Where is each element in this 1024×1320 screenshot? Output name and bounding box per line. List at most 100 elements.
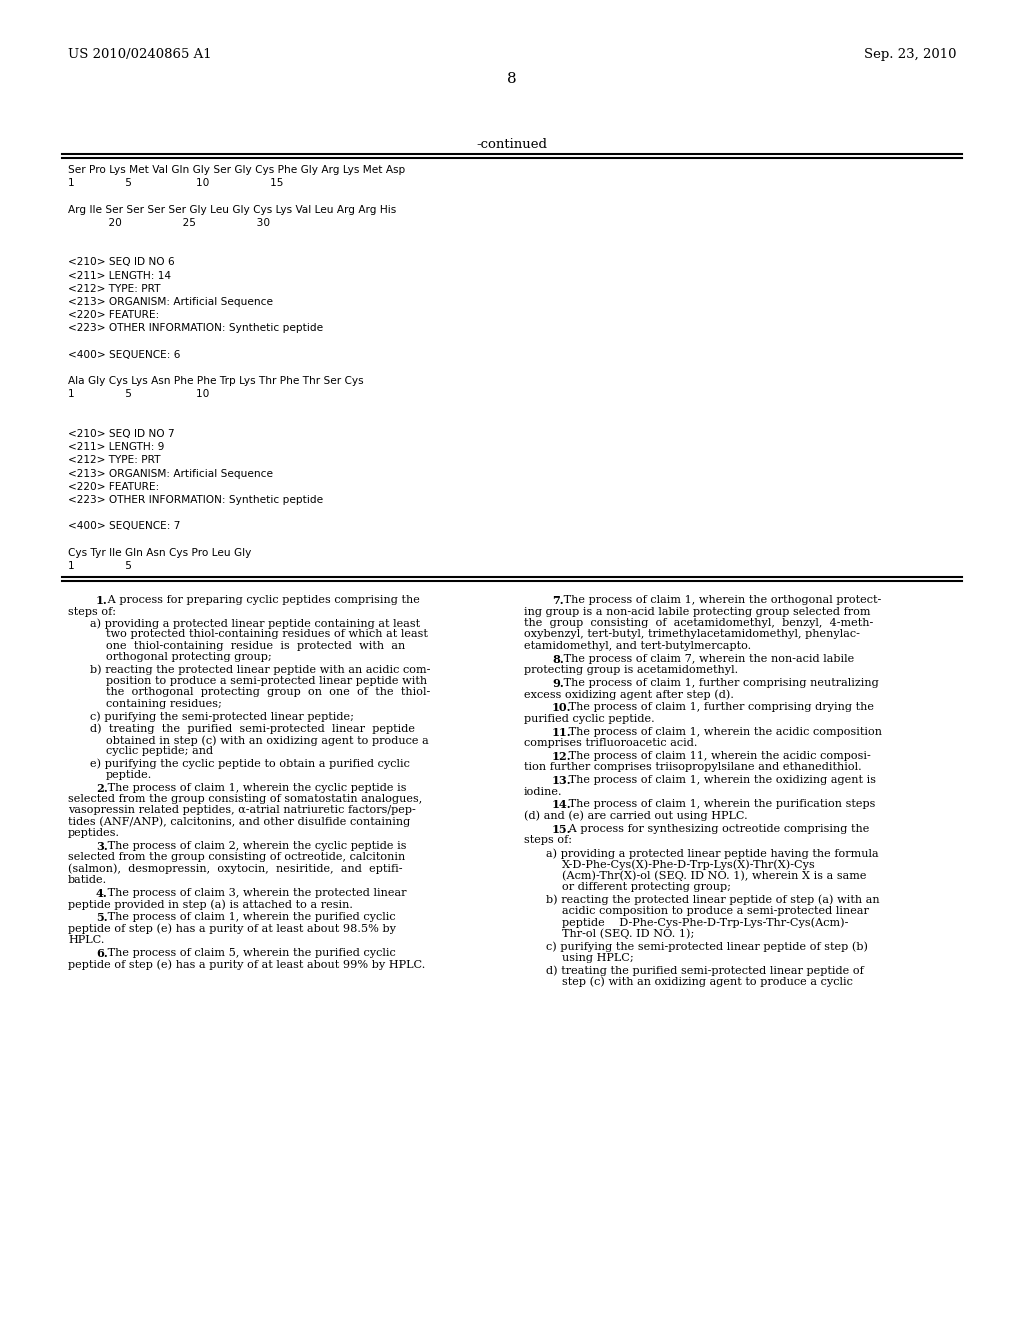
Text: The process of claim 1, wherein the purification steps: The process of claim 1, wherein the puri… bbox=[564, 800, 876, 809]
Text: <213> ORGANISM: Artificial Sequence: <213> ORGANISM: Artificial Sequence bbox=[68, 297, 273, 308]
Text: (salmon),  desmopressin,  oxytocin,  nesiritide,  and  eptifi-: (salmon), desmopressin, oxytocin, nesiri… bbox=[68, 863, 402, 874]
Text: oxybenzyl, tert-butyl, trimethylacetamidomethyl, phenylac-: oxybenzyl, tert-butyl, trimethylacetamid… bbox=[524, 630, 860, 639]
Text: one  thiol-containing  residue  is  protected  with  an: one thiol-containing residue is protecte… bbox=[106, 640, 406, 651]
Text: <211> LENGTH: 14: <211> LENGTH: 14 bbox=[68, 271, 171, 281]
Text: peptide of step (e) has a purity of at least about 98.5% by: peptide of step (e) has a purity of at l… bbox=[68, 924, 396, 935]
Text: d)  treating  the  purified  semi-protected  linear  peptide: d) treating the purified semi-protected … bbox=[90, 723, 415, 734]
Text: The process of claim 1, wherein the oxidizing agent is: The process of claim 1, wherein the oxid… bbox=[564, 775, 876, 785]
Text: <210> SEQ ID NO 6: <210> SEQ ID NO 6 bbox=[68, 257, 175, 268]
Text: 2.: 2. bbox=[96, 783, 108, 793]
Text: <400> SEQUENCE: 7: <400> SEQUENCE: 7 bbox=[68, 521, 180, 532]
Text: a) providing a protected linear peptide having the formula: a) providing a protected linear peptide … bbox=[546, 847, 879, 859]
Text: selected from the group consisting of somatostatin analogues,: selected from the group consisting of so… bbox=[68, 795, 422, 804]
Text: peptide provided in step (a) is attached to a resin.: peptide provided in step (a) is attached… bbox=[68, 900, 353, 911]
Text: tion further comprises triisopropylsilane and ethanedithiol.: tion further comprises triisopropylsilan… bbox=[524, 762, 861, 772]
Text: peptide    D-Phe-Cys-Phe-D-Trp-Lys-Thr-Cys(Acm)-: peptide D-Phe-Cys-Phe-D-Trp-Lys-Thr-Cys(… bbox=[562, 917, 848, 928]
Text: peptide of step (e) has a purity of at least about 99% by HPLC.: peptide of step (e) has a purity of at l… bbox=[68, 960, 425, 970]
Text: <210> SEQ ID NO 7: <210> SEQ ID NO 7 bbox=[68, 429, 175, 440]
Text: <400> SEQUENCE: 6: <400> SEQUENCE: 6 bbox=[68, 350, 180, 360]
Text: The process of claim 7, wherein the non-acid labile: The process of claim 7, wherein the non-… bbox=[560, 653, 855, 664]
Text: acidic composition to produce a semi-protected linear: acidic composition to produce a semi-pro… bbox=[562, 906, 869, 916]
Text: 12.: 12. bbox=[552, 751, 571, 762]
Text: <223> OTHER INFORMATION: Synthetic peptide: <223> OTHER INFORMATION: Synthetic pepti… bbox=[68, 323, 324, 334]
Text: Sep. 23, 2010: Sep. 23, 2010 bbox=[863, 48, 956, 61]
Text: position to produce a semi-protected linear peptide with: position to produce a semi-protected lin… bbox=[106, 676, 427, 686]
Text: excess oxidizing agent after step (d).: excess oxidizing agent after step (d). bbox=[524, 689, 734, 700]
Text: c) purifying the semi-protected linear peptide of step (b): c) purifying the semi-protected linear p… bbox=[546, 941, 868, 952]
Text: the  group  consisting  of  acetamidomethyl,  benzyl,  4-meth-: the group consisting of acetamidomethyl,… bbox=[524, 618, 873, 628]
Text: <212> TYPE: PRT: <212> TYPE: PRT bbox=[68, 455, 161, 466]
Text: The process of claim 1, further comprising neutralizing: The process of claim 1, further comprisi… bbox=[560, 678, 880, 688]
Text: comprises trifluoroacetic acid.: comprises trifluoroacetic acid. bbox=[524, 738, 697, 748]
Text: -continued: -continued bbox=[476, 139, 548, 150]
Text: steps of:: steps of: bbox=[68, 607, 116, 616]
Text: US 2010/0240865 A1: US 2010/0240865 A1 bbox=[68, 48, 212, 61]
Text: b) reacting the protected linear peptide of step (a) with an: b) reacting the protected linear peptide… bbox=[546, 895, 880, 906]
Text: The process of claim 5, wherein the purified cyclic: The process of claim 5, wherein the puri… bbox=[104, 948, 396, 958]
Text: 6.: 6. bbox=[96, 948, 108, 960]
Text: tides (ANF/ANP), calcitonins, and other disulfide containing: tides (ANF/ANP), calcitonins, and other … bbox=[68, 817, 411, 828]
Text: Cys Tyr Ile Gln Asn Cys Pro Leu Gly: Cys Tyr Ile Gln Asn Cys Pro Leu Gly bbox=[68, 548, 251, 558]
Text: cyclic peptide; and: cyclic peptide; and bbox=[106, 746, 213, 756]
Text: step (c) with an oxidizing agent to produce a cyclic: step (c) with an oxidizing agent to prod… bbox=[562, 977, 853, 987]
Text: peptide.: peptide. bbox=[106, 770, 153, 780]
Text: The process of claim 1, wherein the orthogonal protect-: The process of claim 1, wherein the orth… bbox=[560, 595, 882, 605]
Text: 13.: 13. bbox=[552, 775, 571, 787]
Text: <220> FEATURE:: <220> FEATURE: bbox=[68, 482, 160, 492]
Text: (Acm)-Thr(X)-ol (SEQ. ID NO. 1), wherein X is a same: (Acm)-Thr(X)-ol (SEQ. ID NO. 1), wherein… bbox=[562, 871, 866, 882]
Text: The process of claim 1, further comprising drying the: The process of claim 1, further comprisi… bbox=[564, 702, 873, 713]
Text: 1               5                   10: 1 5 10 bbox=[68, 389, 209, 400]
Text: (d) and (e) are carried out using HPLC.: (d) and (e) are carried out using HPLC. bbox=[524, 810, 748, 821]
Text: containing residues;: containing residues; bbox=[106, 698, 222, 709]
Text: orthogonal protecting group;: orthogonal protecting group; bbox=[106, 652, 271, 663]
Text: 8: 8 bbox=[507, 73, 517, 86]
Text: <211> LENGTH: 9: <211> LENGTH: 9 bbox=[68, 442, 165, 453]
Text: ing group is a non-acid labile protecting group selected from: ing group is a non-acid labile protectin… bbox=[524, 607, 870, 616]
Text: A process for preparing cyclic peptides comprising the: A process for preparing cyclic peptides … bbox=[104, 595, 420, 605]
Text: 5.: 5. bbox=[96, 912, 108, 924]
Text: or different protecting group;: or different protecting group; bbox=[562, 882, 731, 892]
Text: 1.: 1. bbox=[96, 595, 108, 606]
Text: 8.: 8. bbox=[552, 653, 564, 665]
Text: a) providing a protected linear peptide containing at least: a) providing a protected linear peptide … bbox=[90, 618, 420, 628]
Text: b) reacting the protected linear peptide with an acidic com-: b) reacting the protected linear peptide… bbox=[90, 664, 430, 675]
Text: 7.: 7. bbox=[552, 595, 563, 606]
Text: <212> TYPE: PRT: <212> TYPE: PRT bbox=[68, 284, 161, 294]
Text: using HPLC;: using HPLC; bbox=[562, 953, 634, 962]
Text: <223> OTHER INFORMATION: Synthetic peptide: <223> OTHER INFORMATION: Synthetic pepti… bbox=[68, 495, 324, 506]
Text: HPLC.: HPLC. bbox=[68, 936, 104, 945]
Text: 9.: 9. bbox=[552, 678, 564, 689]
Text: The process of claim 1, wherein the purified cyclic: The process of claim 1, wherein the puri… bbox=[104, 912, 396, 923]
Text: batide.: batide. bbox=[68, 875, 108, 886]
Text: 1               5: 1 5 bbox=[68, 561, 132, 572]
Text: two protected thiol-containing residues of which at least: two protected thiol-containing residues … bbox=[106, 630, 428, 639]
Text: A process for synthesizing octreotide comprising the: A process for synthesizing octreotide co… bbox=[564, 824, 869, 834]
Text: e) purifying the cyclic peptide to obtain a purified cyclic: e) purifying the cyclic peptide to obtai… bbox=[90, 759, 410, 770]
Text: obtained in step (c) with an oxidizing agent to produce a: obtained in step (c) with an oxidizing a… bbox=[106, 735, 429, 746]
Text: 15.: 15. bbox=[552, 824, 571, 834]
Text: steps of:: steps of: bbox=[524, 836, 572, 845]
Text: 11.: 11. bbox=[552, 726, 571, 738]
Text: 1               5                   10                  15: 1 5 10 15 bbox=[68, 178, 284, 189]
Text: purified cyclic peptide.: purified cyclic peptide. bbox=[524, 714, 654, 723]
Text: selected from the group consisting of octreotide, calcitonin: selected from the group consisting of oc… bbox=[68, 853, 406, 862]
Text: iodine.: iodine. bbox=[524, 787, 562, 796]
Text: 10.: 10. bbox=[552, 702, 571, 713]
Text: peptides.: peptides. bbox=[68, 828, 120, 838]
Text: etamidomethyl, and tert-butylmercapto.: etamidomethyl, and tert-butylmercapto. bbox=[524, 640, 752, 651]
Text: 20                  25                  30: 20 25 30 bbox=[68, 218, 270, 228]
Text: protecting group is acetamidomethyl.: protecting group is acetamidomethyl. bbox=[524, 665, 738, 675]
Text: The process of claim 11, wherein the acidic composi-: The process of claim 11, wherein the aci… bbox=[564, 751, 870, 760]
Text: Thr-ol (SEQ. ID NO. 1);: Thr-ol (SEQ. ID NO. 1); bbox=[562, 929, 694, 940]
Text: The process of claim 3, wherein the protected linear: The process of claim 3, wherein the prot… bbox=[104, 888, 407, 898]
Text: <213> ORGANISM: Artificial Sequence: <213> ORGANISM: Artificial Sequence bbox=[68, 469, 273, 479]
Text: 14.: 14. bbox=[552, 800, 571, 810]
Text: Ser Pro Lys Met Val Gln Gly Ser Gly Cys Phe Gly Arg Lys Met Asp: Ser Pro Lys Met Val Gln Gly Ser Gly Cys … bbox=[68, 165, 406, 176]
Text: d) treating the purified semi-protected linear peptide of: d) treating the purified semi-protected … bbox=[546, 965, 864, 975]
Text: The process of claim 1, wherein the cyclic peptide is: The process of claim 1, wherein the cycl… bbox=[104, 783, 407, 792]
Text: Arg Ile Ser Ser Ser Ser Gly Leu Gly Cys Lys Val Leu Arg Arg His: Arg Ile Ser Ser Ser Ser Gly Leu Gly Cys … bbox=[68, 205, 396, 215]
Text: The process of claim 2, wherein the cyclic peptide is: The process of claim 2, wherein the cycl… bbox=[104, 841, 407, 851]
Text: 3.: 3. bbox=[96, 841, 108, 853]
Text: X-D-Phe-Cys(X)-Phe-D-Trp-Lys(X)-Thr(X)-Cys: X-D-Phe-Cys(X)-Phe-D-Trp-Lys(X)-Thr(X)-C… bbox=[562, 859, 816, 870]
Text: the  orthogonal  protecting  group  on  one  of  the  thiol-: the orthogonal protecting group on one o… bbox=[106, 688, 430, 697]
